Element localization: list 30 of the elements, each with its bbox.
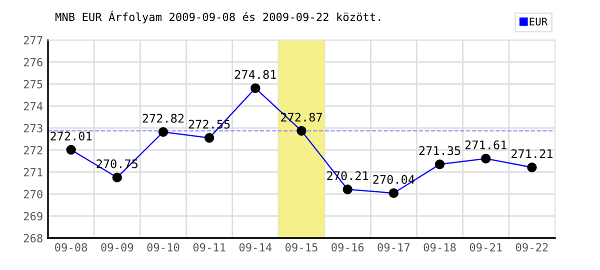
data-label: 272.82	[142, 114, 184, 123]
y-tick-label: 271	[24, 168, 42, 176]
data-label: 272.01	[50, 132, 92, 141]
x-tick-label: 09-17	[378, 243, 410, 252]
y-tick-label: 276	[24, 58, 42, 66]
y-tick-label: 273	[24, 124, 42, 132]
x-tick-label: 09-16	[332, 243, 364, 252]
data-label: 271.35	[419, 146, 460, 156]
legend-label: EUR	[530, 18, 548, 26]
x-tick-label: 09-10	[147, 243, 180, 252]
x-tick-label: 09-22	[516, 243, 548, 252]
x-tick-label: 09-21	[470, 243, 502, 252]
y-tick-label: 270	[24, 190, 42, 198]
x-tick-label: 09-11	[193, 243, 226, 252]
chart-title: MNB EUR Árfolyam 2009-09-08 és 2009-09-22 között.	[55, 10, 380, 24]
x-tick-label: 09-08	[55, 243, 88, 252]
data-label: 274.81	[234, 70, 276, 79]
data-label: 270.04	[373, 174, 414, 184]
x-tick-label: 09-18	[424, 243, 456, 252]
data-label: 271.21	[512, 149, 552, 158]
y-tick-label: 275	[24, 80, 42, 88]
y-tick-label: 268	[24, 234, 42, 242]
x-tick-label: 09-14	[239, 243, 272, 252]
y-tick-label: 272	[24, 146, 42, 154]
y-tick-label: 269	[24, 212, 42, 220]
y-tick-label: 274	[24, 102, 43, 110]
x-tick-label: 09-09	[101, 243, 134, 252]
data-label: 271.61	[465, 140, 506, 150]
x-tick-label: 09-15	[286, 243, 318, 252]
y-tick-label: 277	[24, 36, 42, 44]
